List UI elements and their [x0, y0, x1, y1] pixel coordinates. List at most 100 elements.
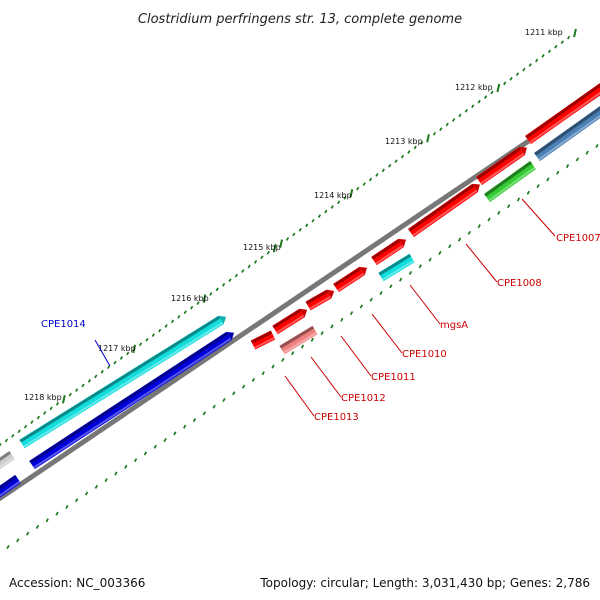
leader-line — [284, 375, 315, 417]
cpe1011-gene-arrow[interactable] — [272, 308, 308, 335]
accession-text: Accession: NC_003366 — [9, 576, 146, 590]
inner-tick-mark — [300, 344, 305, 349]
cpe1012-gene-arrow[interactable] — [279, 325, 318, 355]
inner-tick-mark — [153, 444, 157, 449]
tick-label: 1211 kbp — [525, 28, 563, 37]
tick-mark — [202, 294, 207, 303]
inner-tick-mark — [133, 458, 138, 463]
tick-mark — [541, 54, 545, 58]
tick-mark — [547, 49, 552, 54]
tick-mark — [247, 264, 251, 269]
inner-tick-mark — [428, 257, 432, 262]
tick-label: 1212 kbp — [455, 83, 493, 92]
tick-mark — [177, 314, 181, 319]
tick-mark — [62, 395, 66, 404]
gene-label-cpe1010[interactable]: CPE1010 — [402, 349, 447, 360]
tick-mark — [439, 127, 443, 131]
inner-tick-mark — [163, 438, 167, 443]
gene-label-mgsa[interactable]: mgsA — [440, 320, 468, 331]
tick-mark — [496, 83, 501, 93]
tick-mark — [119, 356, 124, 360]
tick-mark — [49, 406, 53, 411]
gene-label-cpe1011[interactable]: CPE1011 — [371, 372, 416, 383]
inner-tick-mark — [16, 538, 20, 543]
tick-mark — [75, 388, 79, 392]
tick-mark — [30, 420, 34, 424]
gene-label-cpe1008[interactable]: CPE1008 — [497, 278, 542, 289]
inner-tick-mark — [349, 311, 354, 316]
inner-tick-mark — [84, 491, 89, 496]
tick-mark — [330, 205, 334, 209]
inner-tick-mark — [291, 351, 295, 356]
tick-label: 1215 kbp — [243, 243, 281, 252]
tick-mark — [432, 131, 437, 136]
inner-tick-mark — [192, 417, 197, 423]
inner-tick-mark — [6, 544, 10, 550]
cpe1013-gene-arrow[interactable] — [250, 330, 276, 350]
red-gene-arrow[interactable] — [476, 146, 527, 186]
tick-mark — [560, 40, 564, 45]
tick-mark — [126, 351, 130, 356]
inner-tick-mark — [359, 304, 364, 309]
inner-tick-mark — [75, 498, 79, 503]
green-gene-arrow[interactable] — [484, 160, 536, 203]
red-gene-arrow[interactable] — [333, 266, 368, 293]
tick-mark — [375, 173, 379, 177]
inner-tick-mark — [556, 170, 560, 175]
tick-mark — [260, 255, 264, 260]
tick-mark — [36, 415, 40, 420]
tick-mark — [81, 383, 85, 388]
inner-tick-mark — [477, 224, 481, 229]
tick-mark — [324, 209, 328, 214]
inner-tick-mark — [124, 464, 128, 469]
leader-line — [94, 339, 111, 367]
tick-label: 1217 kbp — [98, 344, 136, 353]
inner-tick-mark — [202, 411, 206, 416]
tick-mark — [426, 134, 430, 143]
tick-mark — [477, 99, 481, 104]
inner-tick-mark — [369, 297, 373, 302]
inner-tick-mark — [565, 164, 570, 169]
features — [0, 78, 600, 498]
inner-tick-mark — [232, 391, 236, 396]
cpe1007-gene-arrow[interactable] — [525, 78, 600, 145]
tick-mark — [158, 328, 162, 333]
inner-tick-mark — [25, 531, 30, 536]
gene-labels: CPE1007 CPE1008 mgsA CPE1010 CPE1011 CPE1012 C… — [41, 198, 600, 423]
gene-label-cpe1013[interactable]: CPE1013 — [314, 412, 359, 423]
inner-tick-mark — [251, 377, 256, 382]
red-gene-arrow[interactable] — [371, 238, 406, 266]
tick-mark — [138, 342, 143, 347]
inner-tick-mark — [516, 197, 521, 202]
inner-tick-mark — [595, 143, 599, 149]
tick-mark — [522, 67, 526, 72]
cpe1008-gene-arrow[interactable] — [408, 183, 480, 238]
tick-mark — [145, 337, 149, 342]
cpe1014-gene-arrow[interactable] — [19, 315, 227, 449]
tick-mark — [183, 310, 187, 315]
tick-mark — [573, 28, 577, 38]
inner-tick-mark — [45, 518, 49, 523]
inner-tick-mark — [448, 244, 452, 249]
inner-tick-mark — [183, 424, 187, 429]
mgsa-gene-arrow[interactable] — [378, 253, 415, 282]
tick-mark — [407, 150, 411, 154]
tick-mark — [554, 44, 558, 49]
inner-tick-mark — [104, 478, 108, 483]
gene-label-cpe1007[interactable]: CPE1007 — [556, 233, 600, 244]
gene-label-cpe1012[interactable]: CPE1012 — [341, 393, 386, 404]
tick-label: 1213 kbp — [385, 137, 423, 146]
inner-tick-mark — [575, 157, 580, 162]
gray-gene-arrow[interactable] — [0, 450, 15, 472]
leader-line — [371, 313, 403, 354]
cpe1010-gene-arrow[interactable] — [305, 289, 335, 311]
tick-mark — [336, 200, 341, 205]
tick-mark — [394, 159, 398, 164]
blue-gene-arrow[interactable] — [0, 474, 21, 498]
gene-label-cpe1014[interactable]: CPE1014 — [41, 319, 86, 330]
tick-mark — [279, 239, 283, 248]
tick-mark — [515, 72, 520, 77]
blue-gene-arrow[interactable] — [29, 331, 235, 470]
tick-mark — [566, 35, 571, 40]
tick-mark — [100, 369, 104, 374]
